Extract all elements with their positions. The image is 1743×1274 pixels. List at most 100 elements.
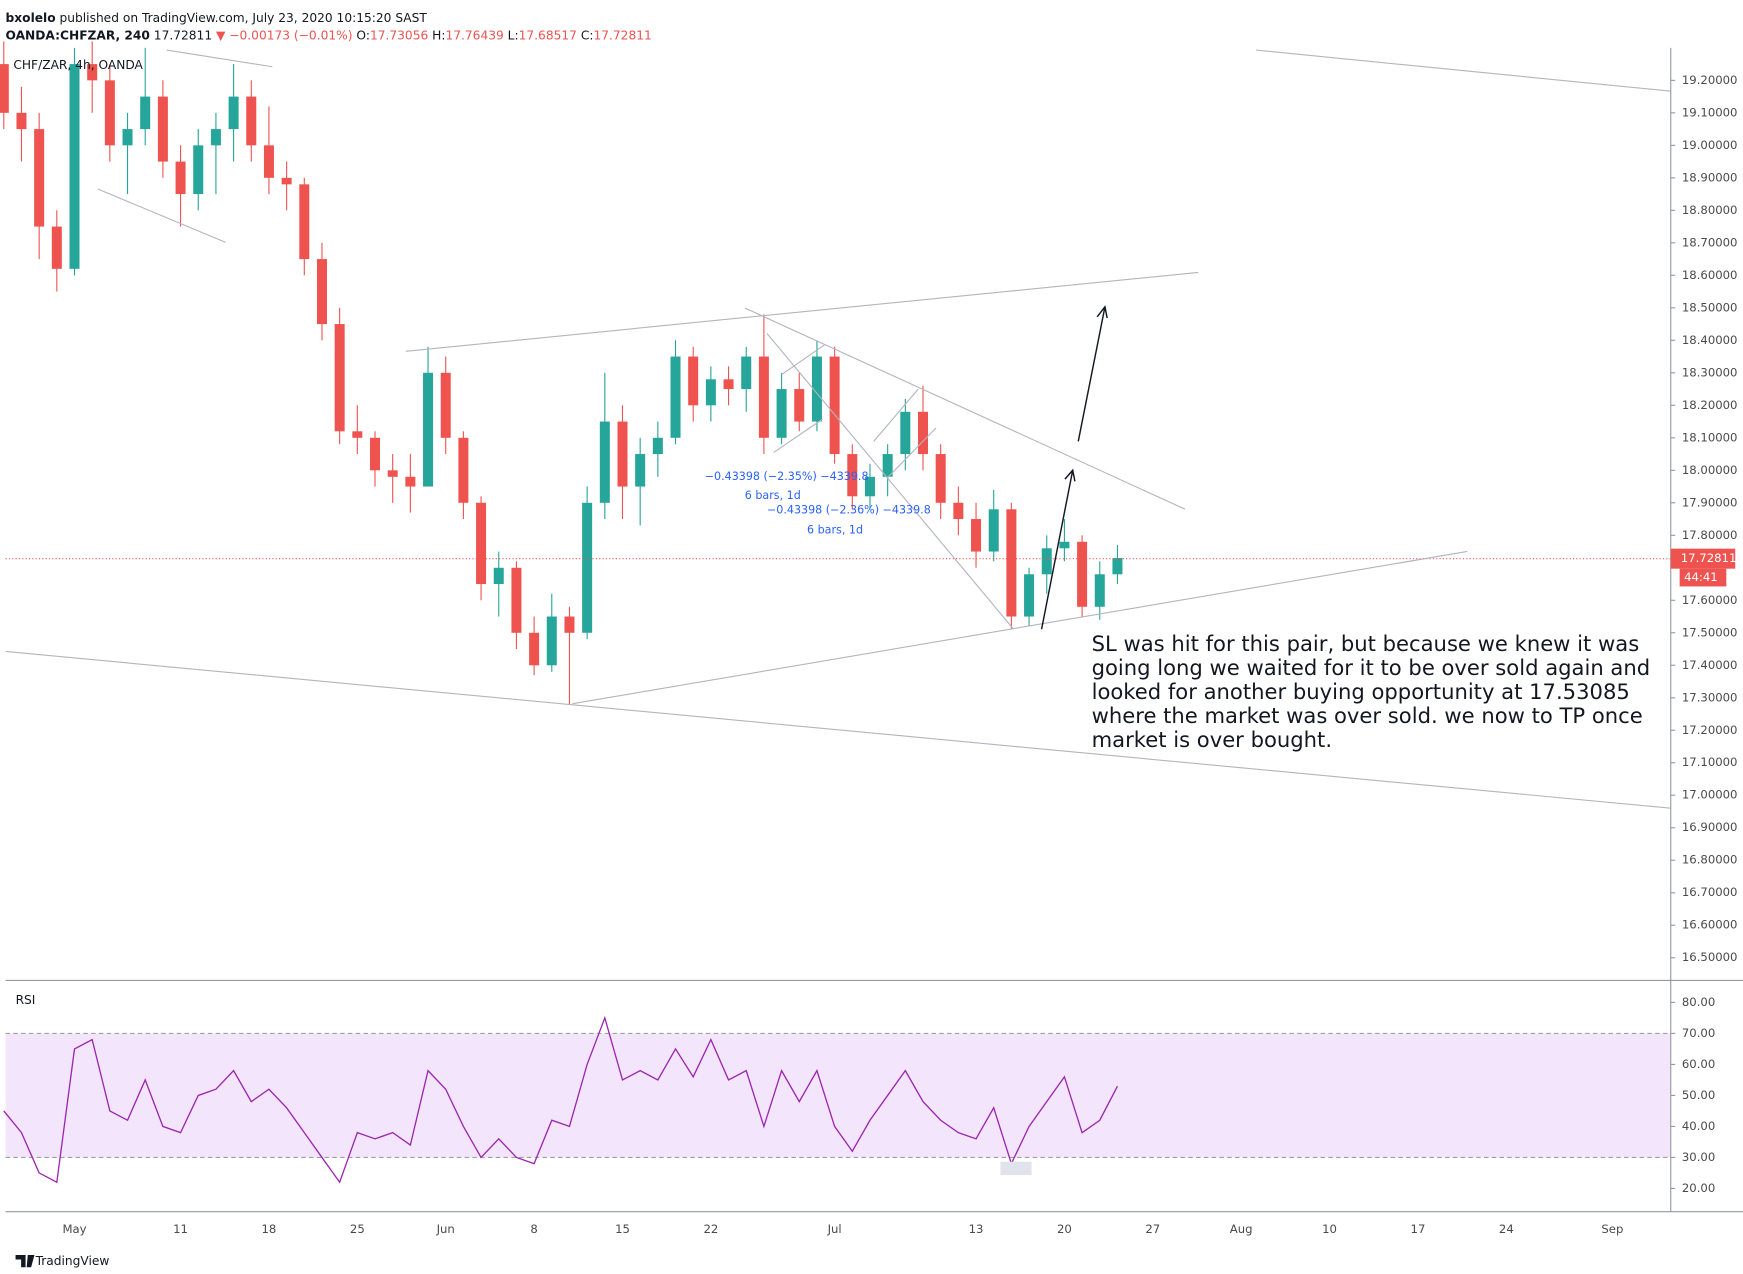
y-tick-label: 17.00000 — [1682, 788, 1738, 802]
countdown-box — [1679, 568, 1727, 587]
candle-body — [334, 324, 345, 432]
candle-body — [104, 80, 115, 146]
candle-body — [476, 502, 487, 585]
candle-body — [87, 64, 98, 81]
candle-body — [0, 64, 9, 113]
trend-line — [1256, 49, 1671, 92]
legend: CHF/ZAR, 4h, OANDA — [13, 58, 143, 72]
back-layer — [0, 41, 1671, 1184]
candle-body — [1077, 541, 1088, 607]
candle-body — [670, 356, 681, 438]
y-tick-label: 80.00 — [1682, 995, 1715, 1009]
candle-body — [847, 454, 858, 497]
y-tick-label: 19.10000 — [1682, 105, 1738, 119]
x-tick-label: Jun — [436, 1222, 455, 1236]
logo — [15, 1255, 35, 1268]
measures: −0.43398 (−2.35%) −4339.8 6 bars, 1d −0.… — [705, 470, 931, 536]
candle-body — [281, 177, 292, 185]
candle-body — [829, 356, 840, 455]
annotation-line: looked for another buying opportunity at… — [1092, 679, 1630, 704]
trend-line — [766, 333, 1014, 629]
y-tick-label: 18.70000 — [1682, 235, 1738, 249]
countdown: 44:41 — [1684, 570, 1718, 584]
y-tick-label: 16.90000 — [1682, 820, 1738, 834]
y-tick-label: 30.00 — [1682, 1150, 1715, 1164]
y-tick-label: 17.90000 — [1682, 495, 1738, 509]
symbol: OANDA:CHFZAR, 240 — [6, 28, 150, 42]
candle-body — [794, 389, 805, 422]
y-tick-label: 16.80000 — [1682, 853, 1738, 867]
symbol-line: OANDA:CHFZAR, 240 17.72811 ▼ −0.00173 (−… — [6, 28, 652, 42]
candle-body — [900, 411, 911, 455]
flag-line — [773, 418, 823, 453]
ohlc-label: H: — [432, 28, 445, 42]
annotation: SL was hit for this pair, but because we… — [1092, 631, 1651, 752]
annotation-line: market is over bought. — [1092, 727, 1332, 752]
candle-body — [493, 567, 504, 585]
rsi-title: RSI — [16, 993, 36, 1007]
candle-body — [882, 454, 893, 477]
candle-body — [122, 129, 133, 146]
x-tick-label: 25 — [350, 1222, 365, 1236]
ohlc-value: 17.73056 — [370, 28, 428, 42]
candle-body — [405, 476, 416, 487]
candle-body — [582, 502, 593, 633]
y-tick-label: 17.40000 — [1682, 658, 1738, 672]
candle-body — [175, 161, 186, 195]
rsi-line — [3, 1015, 1119, 1184]
annotation-line: where the market was over sold. we now t… — [1092, 703, 1643, 728]
y-tick-label: 17.80000 — [1682, 528, 1738, 542]
candle-body — [370, 437, 381, 471]
candle-body — [935, 454, 946, 503]
trend-line — [744, 307, 1186, 510]
candle-body — [1006, 509, 1017, 617]
last: 17.72811 — [154, 28, 212, 42]
candle-body — [228, 96, 239, 130]
y-tick-label: 17.60000 — [1682, 593, 1738, 607]
candle-body — [352, 431, 363, 438]
candle-body — [599, 421, 610, 503]
candle-body — [34, 129, 45, 227]
candle-body — [723, 379, 734, 390]
ohlc-label: C: — [581, 28, 594, 42]
candle-body — [546, 616, 557, 666]
y-tick-label: 18.60000 — [1682, 268, 1738, 282]
drawings — [5, 49, 1671, 809]
y-tick-label: 18.30000 — [1682, 365, 1738, 379]
ohlc-label: L: — [508, 28, 519, 42]
candle-body — [157, 96, 168, 162]
candle-body — [635, 454, 646, 487]
x-tick-label: Sep — [1601, 1222, 1623, 1236]
y-tick-label: 18.50000 — [1682, 300, 1738, 314]
ohlc-label: O: — [356, 28, 370, 42]
y-tick-label: 16.70000 — [1682, 885, 1738, 899]
x-tick-label: Aug — [1230, 1222, 1253, 1236]
x-tick-label: 24 — [1499, 1222, 1514, 1236]
x-tick-label: 20 — [1057, 1222, 1072, 1236]
published: published on TradingView.com, July 23, 2… — [60, 10, 428, 24]
y-tick-label: 17.50000 — [1682, 625, 1738, 639]
candle-body — [741, 356, 752, 390]
flag-line — [781, 344, 826, 376]
arrow — [1077, 305, 1108, 442]
rsi-band — [5, 1033, 1671, 1158]
candle-body — [440, 372, 451, 438]
candle-body — [688, 356, 699, 406]
x-tick-label: 8 — [530, 1222, 537, 1236]
flag-line — [873, 388, 919, 442]
y-tick-label: 60.00 — [1682, 1057, 1715, 1071]
trend-line — [97, 188, 226, 243]
candle-body — [458, 437, 469, 503]
measure-span: 6 bars, 1d — [745, 489, 801, 502]
x-tick-label: 17 — [1411, 1222, 1426, 1236]
front-layer: May 11 18 25 Jun 8 15 22 Jul 13 20 27 Aug 10 17 24 Sep 16… — [62, 73, 1737, 1236]
y-tick-label: 40.00 — [1682, 1119, 1715, 1133]
highlight — [1000, 1161, 1032, 1176]
x-tick-label: 27 — [1145, 1222, 1160, 1236]
candle-body — [69, 64, 80, 269]
y-tick-label: 16.60000 — [1682, 918, 1738, 932]
candle-body — [971, 519, 982, 552]
ohlc-value: 17.72811 — [593, 28, 651, 42]
measure-change: −0.43398 (−2.36%) −4339.8 — [767, 503, 931, 516]
